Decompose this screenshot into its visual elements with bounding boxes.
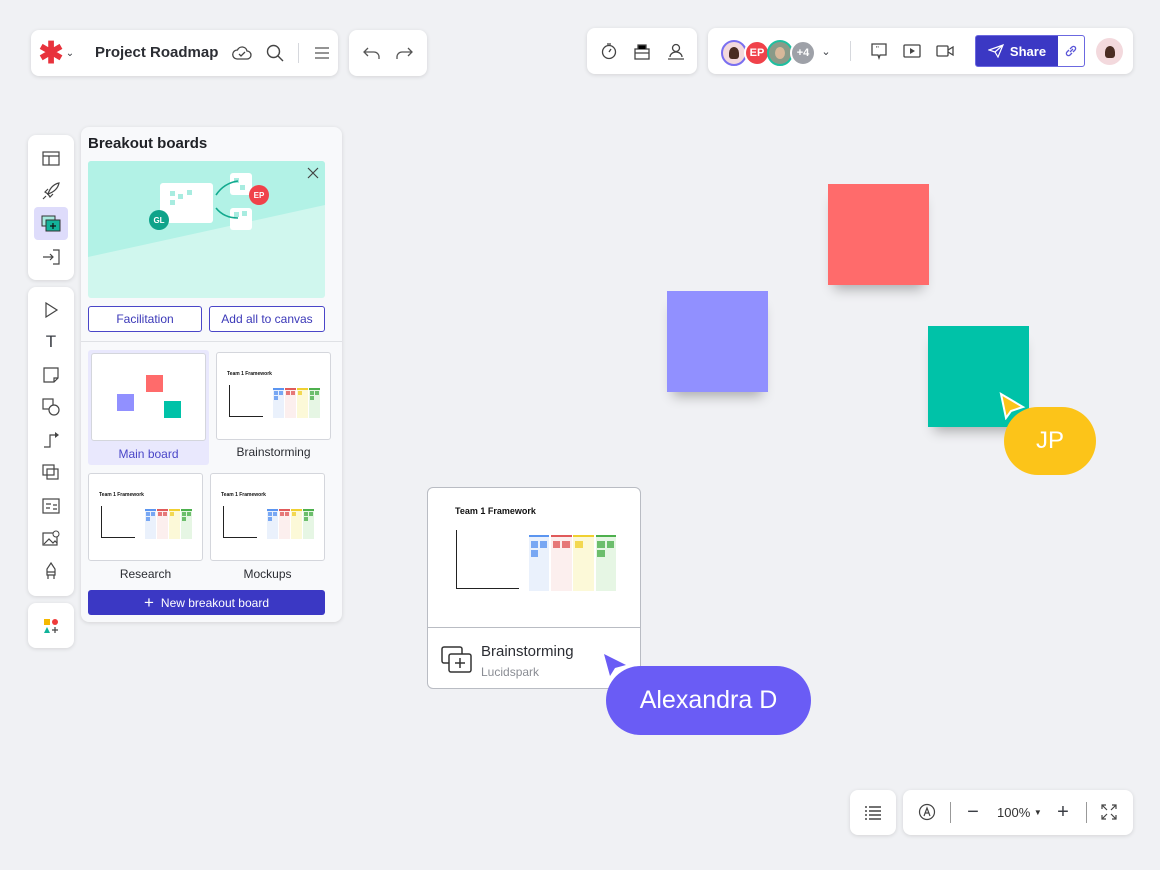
import-icon[interactable]: [41, 247, 61, 267]
drawing-tools-rail: T: [28, 287, 74, 596]
zoom-level-dropdown[interactable]: 100% ▼: [997, 805, 1042, 820]
select-pointer-icon[interactable]: [41, 300, 61, 320]
board-research[interactable]: Team 1 Framework Research: [88, 473, 203, 583]
breakout-boards-tool[interactable]: [34, 207, 68, 240]
board-label: Research: [119, 567, 172, 581]
document-title[interactable]: Project Roadmap: [95, 44, 219, 61]
framework-title: Team 1 Framework: [99, 492, 144, 498]
list-icon: [863, 803, 883, 823]
share-label: Share: [1009, 43, 1047, 59]
new-breakout-board-button[interactable]: + New breakout board: [88, 590, 325, 615]
menu-icon[interactable]: [312, 43, 332, 63]
cursor-label-alexandra: Alexandra D: [606, 666, 811, 735]
present-icon[interactable]: [902, 41, 922, 61]
template-icon[interactable]: [41, 149, 61, 167]
card-subtitle: Lucidspark: [481, 665, 540, 679]
add-all-to-canvas-button[interactable]: Add all to canvas: [209, 306, 325, 332]
caret-down-icon: ▼: [1033, 808, 1042, 817]
document-bar: ✱ ⌄ Project Roadmap: [31, 30, 338, 76]
frame-icon[interactable]: [41, 463, 61, 483]
board-label: Brainstorming: [236, 445, 311, 459]
board-label: Main board: [118, 447, 179, 461]
fullscreen-icon[interactable]: [1099, 802, 1119, 822]
more-shapes-rail: [28, 603, 74, 648]
cursor-pointer-icon: [601, 652, 627, 678]
search-icon[interactable]: [264, 43, 286, 63]
card-title: Brainstorming: [481, 643, 574, 660]
redo-icon[interactable]: [395, 43, 415, 63]
video-call-icon[interactable]: [935, 41, 955, 61]
framework-title: Team 1 Framework: [221, 492, 266, 498]
copy-link-button[interactable]: [1058, 36, 1084, 66]
lucid-asterisk-icon[interactable]: ✱: [38, 36, 64, 70]
zoom-in-button[interactable]: +: [1057, 800, 1069, 823]
board-main-board[interactable]: Main board: [88, 350, 209, 465]
shapes-icon[interactable]: [41, 397, 61, 417]
comment-icon[interactable]: ": [869, 41, 889, 61]
cursor-label-jp: JP: [1004, 407, 1096, 475]
rocket-icon[interactable]: [41, 181, 61, 201]
svg-text:": ": [876, 45, 879, 54]
breakout-board-icon: [440, 645, 474, 675]
presenter-icon[interactable]: [665, 41, 685, 61]
facilitation-button[interactable]: Facilitation: [88, 306, 202, 332]
avatar-gl: GL: [149, 210, 169, 230]
board-mockups[interactable]: Team 1 Framework Mockups: [210, 473, 325, 583]
zoom-out-button[interactable]: −: [967, 800, 979, 823]
breakout-boards-icon: [41, 215, 61, 231]
cursor-pointer-icon: [998, 392, 1026, 420]
voting-icon[interactable]: [632, 41, 652, 61]
accessibility-icon[interactable]: [917, 802, 937, 822]
collaborator-avatar-ep[interactable]: EP: [744, 40, 770, 66]
board-brainstorming[interactable]: Team 1 Framework Brainstorming: [216, 352, 331, 462]
board-tools-rail: [28, 135, 74, 280]
more-collaborators[interactable]: +4: [790, 40, 816, 66]
framework-title: Team 1 Framework: [455, 506, 536, 516]
sticky-note-purple[interactable]: [667, 291, 768, 392]
sticky-note-red[interactable]: [828, 184, 929, 285]
breakout-board-card[interactable]: Team 1 Framework Brainstorming Lucidspar…: [427, 487, 641, 689]
collaborator-avatar[interactable]: [767, 40, 793, 66]
collaborator-avatar[interactable]: [721, 40, 747, 66]
breakout-boards-panel: Breakout boards GL EP Facilitation Add a…: [81, 127, 342, 622]
freehand-text-icon[interactable]: [41, 496, 61, 516]
breakout-banner: GL EP: [88, 161, 325, 298]
plus-icon: +: [143, 593, 154, 612]
shape-library-icon[interactable]: [41, 616, 61, 636]
collaboration-bar: EP +4 ⌄ " Share: [708, 28, 1133, 74]
share-button[interactable]: Share: [975, 35, 1085, 67]
chevron-down-icon[interactable]: ⌄: [821, 45, 831, 58]
send-icon: [987, 44, 1004, 58]
close-icon[interactable]: [305, 165, 321, 181]
framework-title: Team 1 Framework: [227, 371, 272, 377]
history-bar: [349, 30, 427, 76]
user-avatar[interactable]: [1096, 38, 1123, 65]
image-upload-icon[interactable]: [41, 528, 61, 548]
panel-title: Breakout boards: [88, 135, 208, 152]
avatar-ep: EP: [249, 185, 269, 205]
zoom-bar: − 100% ▼ +: [903, 790, 1133, 835]
timer-icon[interactable]: [599, 41, 619, 61]
chevron-down-icon[interactable]: ⌄: [65, 47, 75, 59]
facilitator-tools: [587, 28, 697, 74]
text-tool-icon[interactable]: T: [45, 332, 57, 351]
connector-line-icon[interactable]: [41, 430, 61, 450]
outline-button[interactable]: [850, 790, 896, 835]
board-label: Mockups: [243, 567, 292, 581]
undo-icon[interactable]: [361, 43, 381, 63]
link-icon: [1065, 45, 1077, 57]
sticky-note-icon[interactable]: [41, 365, 61, 385]
cloud-saved-icon[interactable]: [231, 43, 253, 63]
pen-tool-icon[interactable]: [41, 561, 61, 581]
